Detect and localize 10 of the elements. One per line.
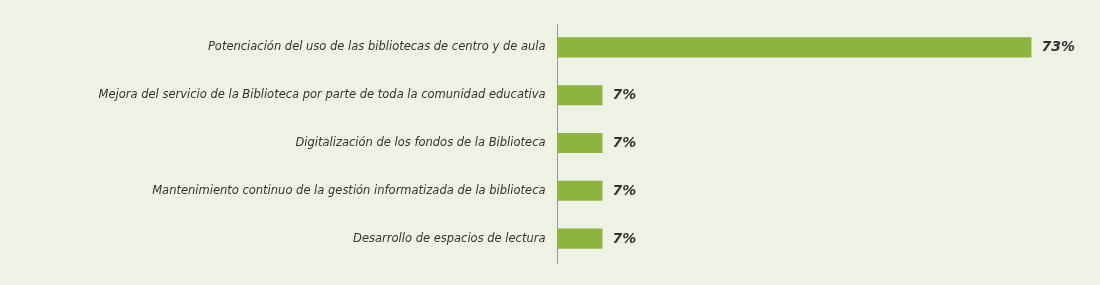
y-tick-label: Potenciación del uso de las bibliotecas de centro y de aula — [207, 39, 546, 54]
data-label: 7% — [612, 86, 637, 103]
y-tick-label: Mejora del servicio de la Biblioteca por parte de toda la comunidad educativa — [98, 87, 546, 102]
y-tick-label: Mantenimiento continuo de la gestión informatizada de la biblioteca — [152, 182, 546, 197]
data-label: 73% — [1041, 38, 1076, 55]
y-tick-label: Desarrollo de espacios de lectura — [353, 230, 546, 245]
data-label: 7% — [612, 181, 637, 198]
data-label: 7% — [612, 229, 637, 246]
y-tick-label: Digitalización de los fondos de la Biblioteca — [295, 135, 546, 149]
data-label: 7% — [612, 134, 637, 150]
